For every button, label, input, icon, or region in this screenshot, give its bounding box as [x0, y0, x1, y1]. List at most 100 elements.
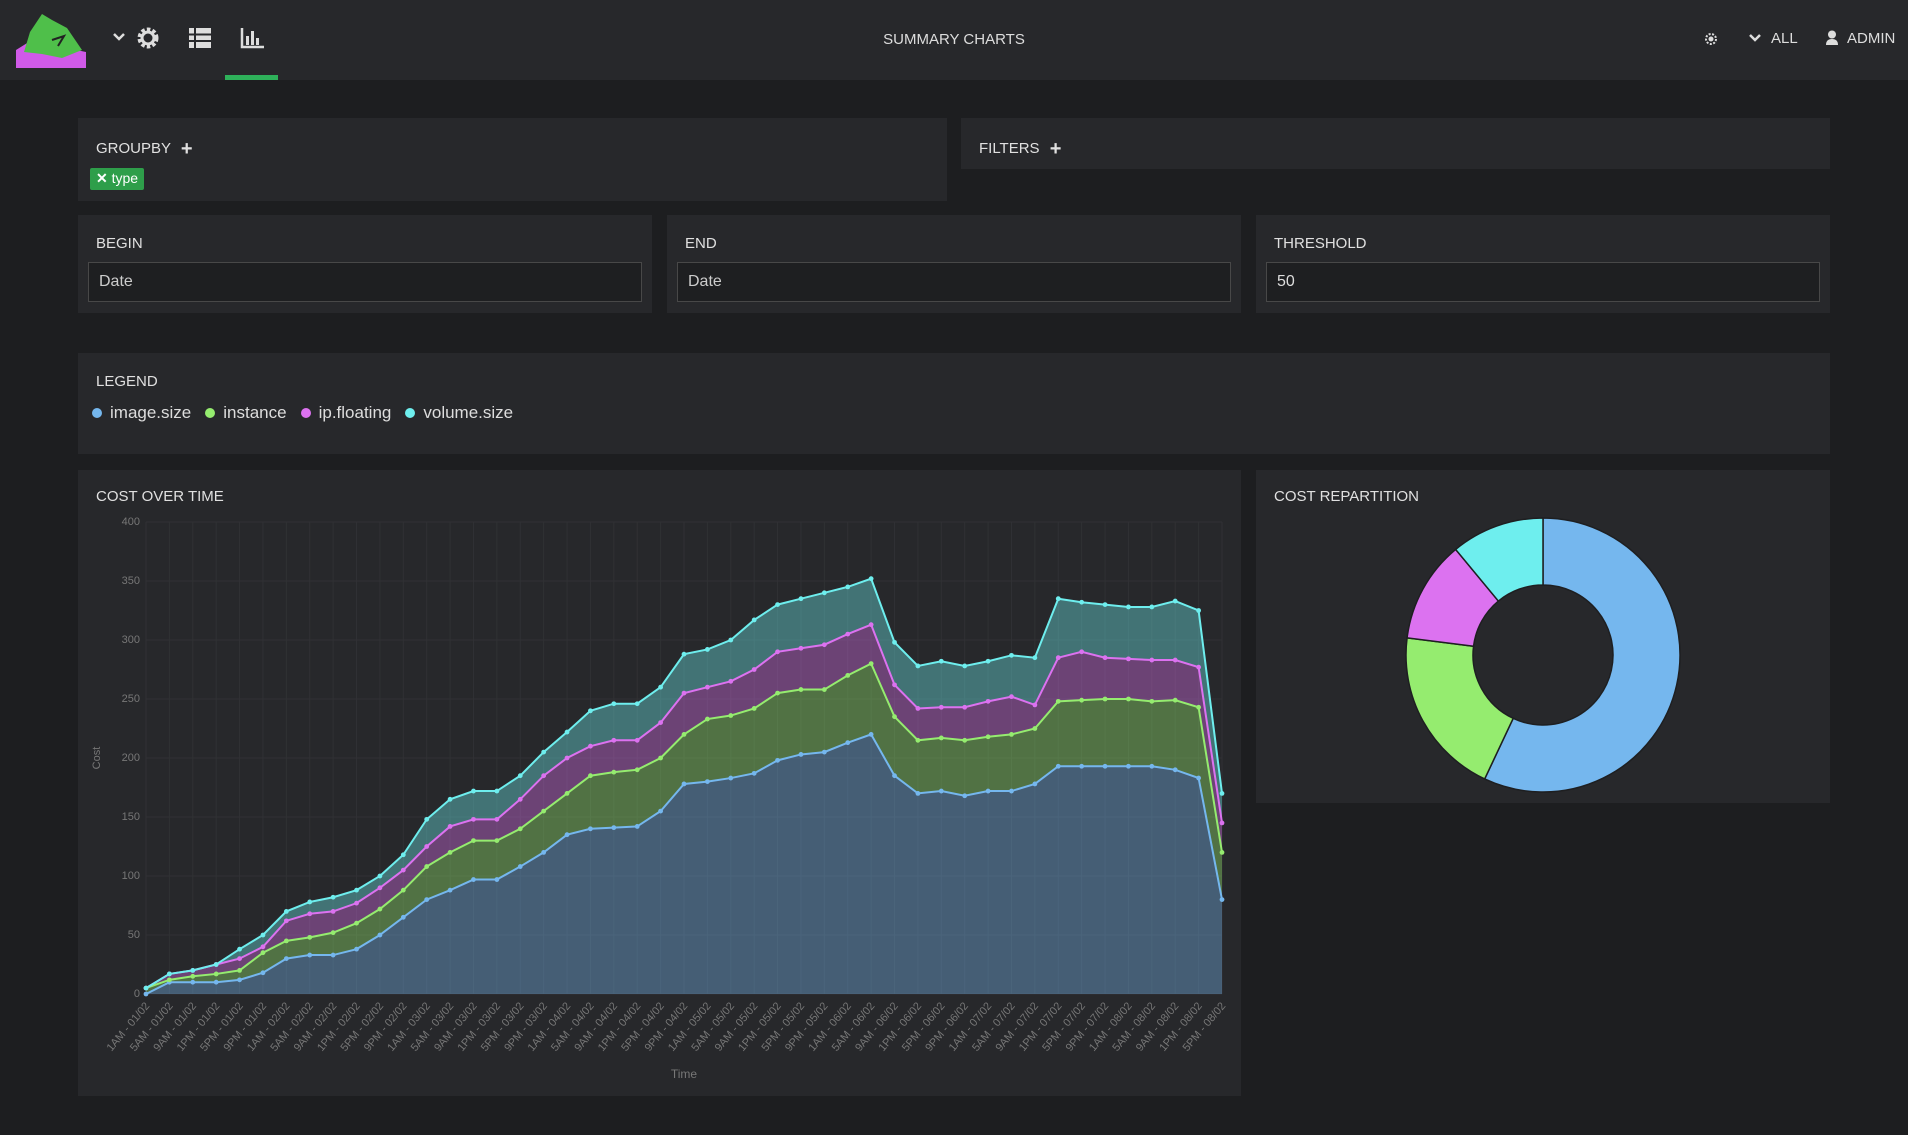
data-point	[868, 622, 874, 628]
data-point	[985, 658, 991, 664]
menu-chevron[interactable]	[112, 30, 126, 44]
data-point	[1102, 602, 1108, 607]
data-point	[541, 850, 547, 855]
filters-title: FILTERS +	[979, 138, 1061, 161]
theme-icon[interactable]	[1703, 31, 1719, 47]
data-point	[868, 576, 874, 582]
data-point	[938, 658, 944, 664]
data-point	[354, 900, 359, 906]
chart-icon[interactable]	[240, 26, 266, 50]
legend-panel: LEGEND image.size instance ip.floating volu…	[78, 353, 1830, 454]
theme-core	[1708, 36, 1714, 42]
legend-item[interactable]: volume.size	[405, 403, 513, 423]
data-point	[938, 735, 944, 741]
data-point	[260, 932, 266, 938]
data-point	[190, 979, 196, 985]
legend-item[interactable]: instance	[205, 403, 287, 423]
scope-chevron[interactable]	[1748, 31, 1762, 45]
data-point	[330, 894, 336, 900]
data-point	[868, 661, 874, 666]
table-icon[interactable]	[188, 27, 214, 49]
data-point	[1009, 788, 1014, 794]
data-point	[307, 911, 313, 917]
data-point	[1172, 598, 1178, 604]
data-point	[1172, 657, 1178, 663]
data-point	[611, 737, 617, 743]
user-body	[1826, 39, 1838, 45]
chart-bar	[256, 38, 259, 45]
data-point	[190, 968, 196, 973]
data-point	[985, 788, 991, 794]
table-body	[189, 28, 211, 48]
legend-title: LEGEND	[96, 373, 158, 390]
chart-bar	[246, 36, 249, 45]
data-point	[658, 755, 664, 761]
data-point	[658, 808, 664, 814]
data-point	[564, 791, 570, 796]
legend-dot	[300, 408, 311, 418]
data-point	[681, 651, 687, 657]
data-point	[166, 977, 172, 983]
add-icon[interactable]: +	[1049, 138, 1062, 160]
data-point	[728, 713, 734, 718]
data-point	[1172, 767, 1178, 773]
data-point	[283, 938, 289, 944]
begin-label: BEGIN	[96, 235, 143, 252]
data-point	[237, 977, 242, 983]
remove-icon[interactable]: ✕	[96, 170, 108, 186]
data-point	[213, 962, 219, 967]
data-point	[1102, 763, 1108, 769]
data-point	[517, 864, 523, 869]
chart-bar	[251, 31, 254, 45]
donut-chart: COST REPARTITION	[1274, 488, 1681, 793]
data-point	[1126, 763, 1131, 769]
data-point	[541, 749, 547, 755]
legend-item[interactable]: ip.floating	[300, 403, 391, 423]
logo-detail	[51, 34, 67, 47]
legend-dot	[92, 408, 102, 418]
data-point	[424, 864, 430, 869]
data-point	[400, 867, 406, 873]
data-point	[704, 716, 710, 722]
data-point	[330, 909, 336, 914]
add-icon[interactable]: +	[180, 138, 193, 160]
groupby-tag[interactable]: ✕ type	[90, 168, 145, 190]
data-point	[1219, 897, 1225, 902]
end-input[interactable]: Date	[677, 262, 1231, 302]
y-tick-label: 250	[122, 693, 140, 705]
threshold-input[interactable]: 50	[1266, 262, 1820, 302]
scope-selector[interactable]: ALL	[1771, 30, 1798, 47]
data-point	[330, 930, 336, 936]
data-point	[775, 649, 780, 655]
settings-icon[interactable]	[136, 26, 160, 50]
data-point	[283, 909, 289, 914]
legend-item[interactable]: image.size	[92, 403, 191, 423]
data-point	[1032, 655, 1038, 661]
user-menu[interactable]: ADMIN	[1847, 30, 1896, 47]
data-point	[260, 944, 266, 950]
data-point	[611, 825, 617, 831]
data-point	[915, 791, 921, 796]
data-point	[1219, 791, 1225, 796]
data-point	[377, 906, 383, 912]
logo[interactable]	[12, 10, 92, 70]
data-point	[634, 737, 640, 743]
data-point	[471, 877, 476, 882]
data-point	[751, 667, 757, 672]
data-point	[283, 918, 289, 924]
data-point	[517, 826, 523, 832]
data-point	[1009, 652, 1014, 658]
page-title: SUMMARY CHARTS	[883, 31, 1025, 48]
filters-panel: FILTERS +	[961, 118, 1830, 169]
donut-slice	[1405, 636, 1515, 780]
data-point	[400, 887, 406, 893]
data-point	[985, 734, 991, 740]
data-point	[704, 647, 710, 652]
data-point	[1149, 604, 1155, 610]
data-point	[307, 934, 313, 940]
data-point	[845, 740, 851, 746]
data-point	[307, 899, 313, 905]
begin-input[interactable]: Date	[88, 262, 642, 302]
data-point	[1055, 596, 1061, 602]
